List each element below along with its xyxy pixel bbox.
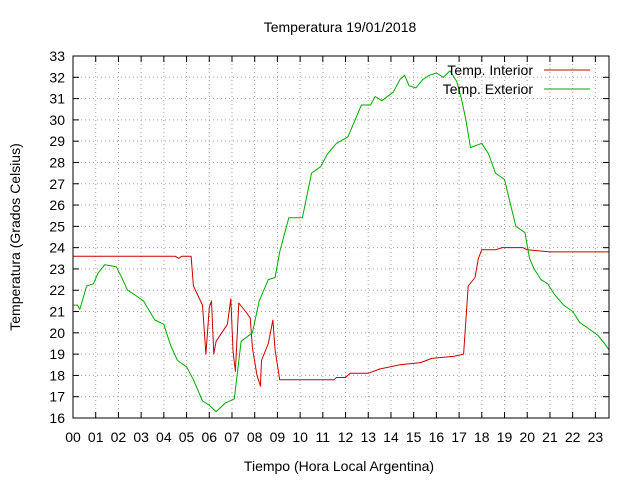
x-tick-label: 23 (588, 429, 604, 445)
y-tick-label: 25 (49, 218, 65, 234)
legend: Temp. Interior Temp. Exterior (443, 62, 590, 97)
y-tick-label: 30 (49, 112, 65, 128)
series-line-2 (73, 70, 610, 413)
y-tick-label: 21 (49, 304, 65, 320)
y-tick-label: 16 (49, 410, 65, 426)
x-tick-label: 09 (270, 429, 286, 445)
x-tick-label: 01 (88, 429, 104, 445)
x-tick-label: 22 (565, 429, 581, 445)
x-tick-label: 18 (474, 429, 490, 445)
y-tick-label: 32 (49, 69, 65, 85)
y-tick-label: 17 (49, 389, 65, 405)
x-tick-label: 08 (247, 429, 263, 445)
y-tick-label: 27 (49, 176, 65, 192)
y-axis-label: Temperatura (Grados Celsius) (7, 143, 23, 331)
x-tick-label: 14 (383, 429, 399, 445)
x-tick-label: 07 (224, 429, 240, 445)
x-axis-ticks: 00 01 02 03 04 05 06 07 08 09 10 11 12 13 14 15 16 17 18 19… (65, 56, 603, 445)
x-tick-label: 16 (429, 429, 445, 445)
x-tick-label: 06 (201, 429, 217, 445)
y-tick-label: 19 (49, 346, 65, 362)
y-tick-label: 29 (49, 133, 65, 149)
x-tick-label: 19 (497, 429, 513, 445)
x-tick-label: 12 (338, 429, 354, 445)
x-tick-label: 13 (360, 429, 376, 445)
x-tick-label: 04 (156, 429, 172, 445)
y-tick-label: 18 (49, 367, 65, 383)
x-axis-label: Tiempo (Hora Local Argentina) (244, 458, 434, 474)
plot-frame (72, 55, 610, 419)
legend-label: Temp. Exterior (443, 81, 534, 97)
chart-title: Temperatura 19/01/2018 (264, 19, 417, 35)
y-tick-label: 26 (49, 197, 65, 213)
x-tick-label: 11 (316, 429, 331, 445)
legend-label: Temp. Interior (447, 62, 533, 78)
series-lines (73, 70, 610, 413)
x-tick-label: 15 (406, 429, 422, 445)
y-tick-label: 23 (49, 261, 65, 277)
x-tick-label: 00 (65, 429, 81, 445)
y-axis-ticks: 16 17 18 19 20 21 22 23 24 25 26 27 28 29 30 31 32 33 (49, 48, 609, 426)
x-tick-label: 21 (542, 429, 558, 445)
x-tick-label: 05 (179, 429, 195, 445)
y-tick-label: 20 (49, 325, 65, 341)
grid-lines (73, 56, 609, 418)
x-tick-label: 10 (292, 429, 308, 445)
x-tick-label: 02 (111, 429, 127, 445)
y-tick-label: 31 (49, 91, 65, 107)
series-line-1 (73, 247, 609, 387)
x-tick-label: 20 (519, 429, 535, 445)
y-tick-label: 28 (49, 154, 65, 170)
x-tick-label: 17 (451, 429, 467, 445)
y-tick-label: 22 (49, 282, 65, 298)
y-tick-label: 24 (49, 240, 65, 256)
x-tick-label: 03 (133, 429, 149, 445)
y-tick-label: 33 (49, 48, 65, 64)
